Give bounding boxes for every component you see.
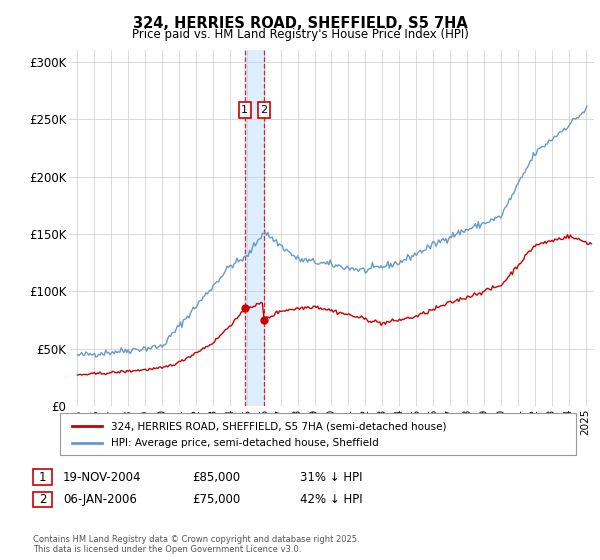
Bar xyxy=(245,50,264,406)
Text: 324, HERRIES ROAD, SHEFFIELD, S5 7HA (semi-detached house): 324, HERRIES ROAD, SHEFFIELD, S5 7HA (se… xyxy=(111,421,446,431)
Text: 1: 1 xyxy=(39,470,46,484)
Text: 2: 2 xyxy=(39,493,46,506)
Text: 31% ↓ HPI: 31% ↓ HPI xyxy=(300,470,362,484)
Text: 06-JAN-2006: 06-JAN-2006 xyxy=(63,493,137,506)
Text: 42% ↓ HPI: 42% ↓ HPI xyxy=(300,493,362,506)
Text: HPI: Average price, semi-detached house, Sheffield: HPI: Average price, semi-detached house,… xyxy=(111,438,379,448)
Text: 19-NOV-2004: 19-NOV-2004 xyxy=(63,470,142,484)
Text: £85,000: £85,000 xyxy=(192,470,240,484)
Text: 324, HERRIES ROAD, SHEFFIELD, S5 7HA: 324, HERRIES ROAD, SHEFFIELD, S5 7HA xyxy=(133,16,467,31)
Text: 1: 1 xyxy=(241,105,248,115)
Text: Price paid vs. HM Land Registry's House Price Index (HPI): Price paid vs. HM Land Registry's House … xyxy=(131,28,469,41)
Text: 2: 2 xyxy=(260,105,268,115)
Text: £75,000: £75,000 xyxy=(192,493,240,506)
Text: Contains HM Land Registry data © Crown copyright and database right 2025.
This d: Contains HM Land Registry data © Crown c… xyxy=(33,535,359,554)
